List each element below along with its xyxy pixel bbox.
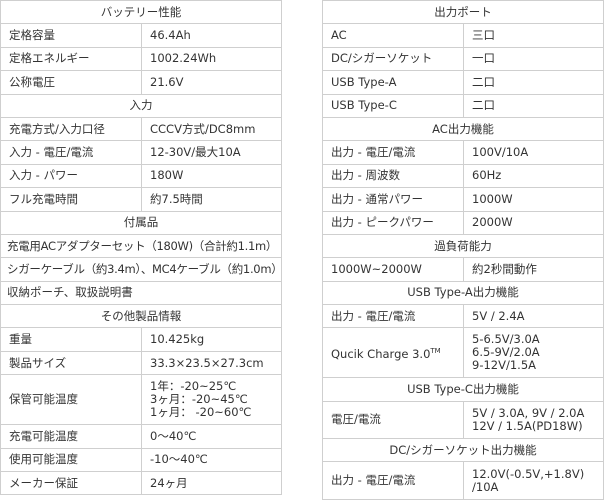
row-label: 出力 - 通常パワー: [322, 187, 464, 212]
row-label: AC: [322, 23, 464, 48]
accessory-item: シガーケーブル（約3.4m）、MC4ケーブル（約1.0m）: [0, 257, 282, 282]
row-label: 入力 - パワー: [0, 163, 142, 189]
section-header: USB Type-A出力機能: [322, 280, 604, 306]
section-header: 過負荷能力: [322, 233, 604, 259]
row-value: 1002.24Wh: [141, 46, 282, 72]
section-header: 入力: [0, 93, 282, 118]
table-row: 定格エネルギー 1002.24Wh: [0, 46, 282, 72]
row-value: 1年：-20~25℃ 3ヶ月：-20~45℃ 1ヶ月： -20~60℃: [141, 374, 282, 426]
row-value: 180W: [141, 163, 282, 189]
row-label: 入力 - 電圧/電流: [0, 140, 142, 165]
row-value: 0〜40℃: [141, 424, 282, 449]
row-label: 充電可能温度: [0, 424, 142, 449]
row-label: 使用可能温度: [0, 447, 142, 473]
table-row: USB Type-C 二口: [322, 93, 604, 118]
table-row: メーカー保証 24ヶ月: [0, 471, 282, 496]
row-label: 出力 - 電圧/電流: [322, 140, 464, 165]
row-value: 二口: [463, 70, 604, 95]
table-row: 出力 - ピークパワー 2000W: [322, 210, 604, 235]
table-row: 1000W~2000W 約2秒間動作: [322, 257, 604, 282]
table-row: フル充電時間 約7.5時間: [0, 187, 282, 212]
row-label: フル充電時間: [0, 187, 142, 212]
trademark-mark: TM: [430, 347, 441, 356]
section-header: DC/シガーソケット出力機能: [322, 437, 604, 463]
output-spec-table: 出力ポート AC 三口 DC/シガーソケット 一口 USB Type-A 二口 USB…: [322, 0, 604, 500]
row-value: 二口: [463, 93, 604, 118]
row-value: 約2秒間動作: [463, 257, 604, 282]
battery-spec-table: バッテリー性能 定格容量 46.4Ah 定格エネルギー 1002.24Wh 公称電圧…: [0, 0, 282, 496]
row-label: 公称電圧: [0, 70, 142, 95]
row-value: -10〜40℃: [141, 447, 282, 473]
table-row: 充電可能温度 0〜40℃: [0, 424, 282, 449]
table-row: 出力 - 電圧/電流 12.0V(-0.5V,+1.8V) /10A: [322, 461, 604, 500]
table-row: USB Type-A 二口: [322, 70, 604, 95]
row-label: 電圧/電流: [322, 400, 464, 439]
table-row: 重量 10.425kg: [0, 327, 282, 352]
row-label: 重量: [0, 327, 142, 352]
row-value: 60Hz: [463, 163, 604, 189]
table-row: 出力 - 電圧/電流 100V/10A: [322, 140, 604, 165]
table-row: 製品サイズ 33.3×23.5×27.3cm: [0, 350, 282, 376]
row-label: 定格容量: [0, 23, 142, 48]
table-row: 出力 - 周波数 60Hz: [322, 163, 604, 189]
row-value: 5V / 3.0A, 9V / 2.0A 12V / 1.5A(PD18W): [463, 400, 604, 439]
section-header: その他製品情報: [0, 304, 282, 329]
table-row: 公称電圧 21.6V: [0, 70, 282, 95]
row-label: USB Type-A: [322, 70, 464, 95]
section-header: AC出力機能: [322, 116, 604, 142]
row-label: 出力 - 周波数: [322, 163, 464, 189]
row-value: 12-30V/最大10A: [141, 140, 282, 165]
row-label: USB Type-C: [322, 93, 464, 118]
row-value: 12.0V(-0.5V,+1.8V) /10A: [463, 461, 604, 500]
row-value: 46.4Ah: [141, 23, 282, 48]
section-header: USB Type-C出力機能: [322, 377, 604, 402]
section-header: 出力ポート: [322, 0, 604, 25]
table-row: 出力 - 電圧/電流 5V / 2.4A: [322, 304, 604, 329]
section-header: 付属品: [0, 210, 282, 235]
table-row: DC/シガーソケット 一口: [322, 46, 604, 72]
row-value: 2000W: [463, 210, 604, 235]
row-label: 出力 - 電圧/電流: [322, 304, 464, 329]
table-row: 入力 - 電圧/電流 12-30V/最大10A: [0, 140, 282, 165]
row-value: 1000W: [463, 187, 604, 212]
row-value: CCCV方式/DC8mm: [141, 116, 282, 142]
row-value: 21.6V: [141, 70, 282, 95]
row-label: 出力 - 電圧/電流: [322, 461, 464, 500]
table-row: Qucik Charge 3.0TM 5-6.5V/3.0A 6.5-9V/2.0…: [322, 327, 604, 379]
row-label: Qucik Charge 3.0TM: [322, 327, 464, 379]
row-value: 5V / 2.4A: [463, 304, 604, 329]
table-row: 保管可能温度 1年：-20~25℃ 3ヶ月：-20~45℃ 1ヶ月： -20~60…: [0, 374, 282, 426]
row-label: 出力 - ピークパワー: [322, 210, 464, 235]
accessory-item: 収納ポーチ、取扱説明書: [0, 280, 282, 306]
quick-charge-label: Qucik Charge 3.0: [331, 346, 431, 361]
row-value: 10.425kg: [141, 327, 282, 352]
table-row: 定格容量 46.4Ah: [0, 23, 282, 48]
row-value: 三口: [463, 23, 604, 48]
table-row: 使用可能温度 -10〜40℃: [0, 447, 282, 473]
row-value: 5-6.5V/3.0A 6.5-9V/2.0A 9-12V/1.5A: [463, 327, 604, 379]
table-row: 充電方式/入力口径 CCCV方式/DC8mm: [0, 116, 282, 142]
row-value: 100V/10A: [463, 140, 604, 165]
accessory-item: 充電用ACアダプターセット（180W)（合計約1.1m）: [0, 233, 282, 259]
row-value: 33.3×23.5×27.3cm: [141, 350, 282, 376]
row-value: 約7.5時間: [141, 187, 282, 212]
table-row: 入力 - パワー 180W: [0, 163, 282, 189]
row-label: DC/シガーソケット: [322, 46, 464, 72]
row-value: 一口: [463, 46, 604, 72]
row-label: 充電方式/入力口径: [0, 116, 142, 142]
row-value: 24ヶ月: [141, 471, 282, 496]
row-label: 定格エネルギー: [0, 46, 142, 72]
table-row: 出力 - 通常パワー 1000W: [322, 187, 604, 212]
row-label: メーカー保証: [0, 471, 142, 496]
row-label: 保管可能温度: [0, 374, 142, 426]
row-label: 製品サイズ: [0, 350, 142, 376]
section-header: バッテリー性能: [0, 0, 282, 25]
table-row: AC 三口: [322, 23, 604, 48]
table-row: 電圧/電流 5V / 3.0A, 9V / 2.0A 12V / 1.5A(PD1…: [322, 400, 604, 439]
row-label: 1000W~2000W: [322, 257, 464, 282]
